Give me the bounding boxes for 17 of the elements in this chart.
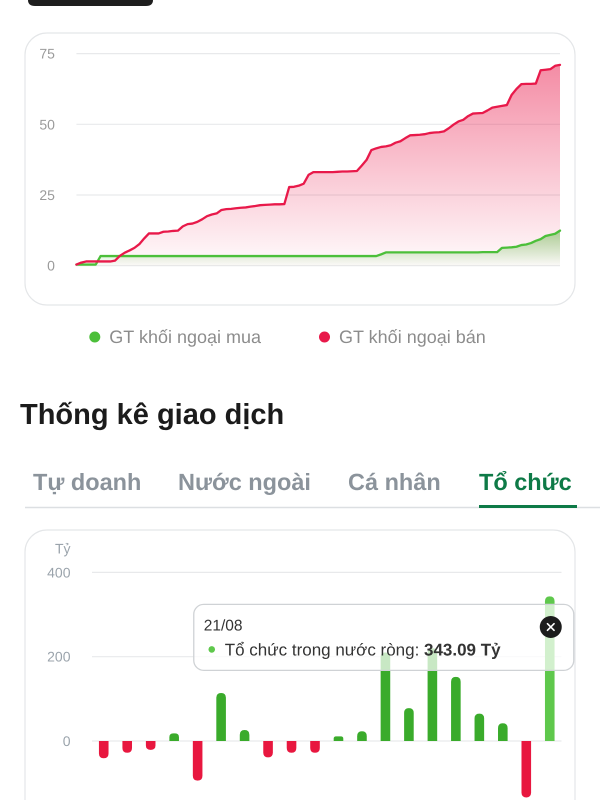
y-tick-label: 25 [39, 187, 56, 203]
y-tick-label: 200 [47, 648, 71, 665]
y-axis-title: Tỷ [54, 540, 70, 556]
legend-label: GT khối ngoại bán [339, 327, 486, 347]
legend-label: GT khối ngoại mua [109, 327, 262, 347]
y-tick-label: 75 [39, 46, 56, 62]
text: Tổ chức [479, 469, 572, 495]
y-tick-label: 0 [62, 732, 71, 749]
text: Tự doanh [33, 469, 142, 495]
annotation: 21/08 [204, 616, 243, 634]
annotation: Tổ chức trong nước ròng: 343.09 Tỷ [224, 640, 502, 659]
text: Cá nhân [348, 469, 441, 495]
text: Nước ngoài [178, 469, 311, 495]
y-tick-label: 50 [39, 116, 56, 132]
y-tick-label: 0 [47, 258, 56, 274]
chart-title: Thống kê giao dịch [20, 399, 284, 431]
y-tick-label: 400 [47, 564, 71, 580]
